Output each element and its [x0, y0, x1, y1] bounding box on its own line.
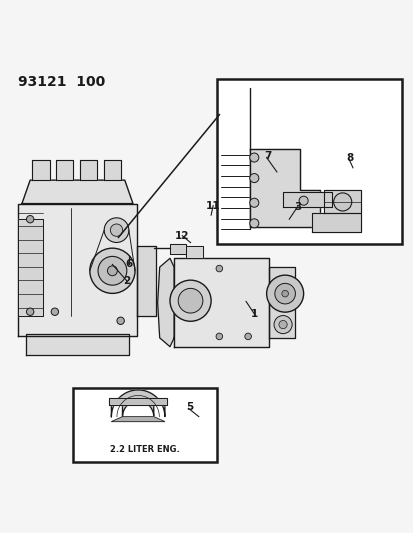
Polygon shape [170, 244, 186, 254]
Circle shape [273, 316, 292, 334]
Bar [217, 79, 401, 244]
Polygon shape [32, 159, 50, 180]
Polygon shape [323, 190, 360, 213]
Circle shape [249, 174, 258, 183]
Circle shape [244, 333, 251, 340]
Polygon shape [80, 159, 97, 180]
Polygon shape [109, 398, 166, 405]
Circle shape [116, 317, 124, 325]
Circle shape [26, 308, 34, 316]
Text: 8: 8 [346, 152, 353, 163]
Circle shape [51, 308, 58, 316]
Text: 1: 1 [250, 309, 257, 319]
Circle shape [281, 290, 288, 297]
Text: 3: 3 [293, 202, 300, 212]
Text: 7: 7 [263, 151, 271, 161]
Bar [73, 388, 217, 462]
Circle shape [249, 198, 258, 207]
Polygon shape [268, 267, 295, 338]
Polygon shape [18, 219, 43, 316]
Polygon shape [282, 192, 332, 207]
Circle shape [98, 256, 126, 285]
Text: 11: 11 [205, 200, 220, 211]
Polygon shape [311, 213, 360, 231]
Polygon shape [111, 417, 164, 422]
Text: 2: 2 [123, 276, 130, 286]
Polygon shape [22, 180, 133, 204]
Polygon shape [56, 159, 73, 180]
Circle shape [26, 215, 34, 223]
Circle shape [249, 153, 258, 162]
Polygon shape [111, 390, 164, 417]
Text: 6: 6 [125, 260, 132, 270]
Polygon shape [137, 246, 155, 316]
Polygon shape [186, 246, 202, 259]
Text: 93121  100: 93121 100 [18, 75, 105, 90]
Circle shape [110, 224, 122, 236]
Circle shape [278, 320, 287, 329]
Text: 5: 5 [186, 402, 193, 412]
Circle shape [333, 193, 351, 211]
Polygon shape [174, 259, 268, 346]
Circle shape [178, 288, 202, 313]
Circle shape [266, 275, 303, 312]
Text: 12: 12 [175, 231, 189, 241]
Circle shape [298, 196, 307, 205]
Polygon shape [26, 334, 128, 355]
Circle shape [274, 284, 295, 304]
Polygon shape [18, 204, 137, 336]
Text: 2.2 LITER ENG.: 2.2 LITER ENG. [110, 446, 180, 455]
Circle shape [216, 265, 222, 272]
Polygon shape [249, 149, 319, 228]
Circle shape [107, 266, 117, 276]
Circle shape [249, 219, 258, 228]
Circle shape [90, 248, 135, 293]
Polygon shape [104, 159, 121, 180]
Circle shape [216, 333, 222, 340]
Circle shape [104, 218, 128, 243]
Polygon shape [157, 259, 174, 346]
Circle shape [170, 280, 211, 321]
